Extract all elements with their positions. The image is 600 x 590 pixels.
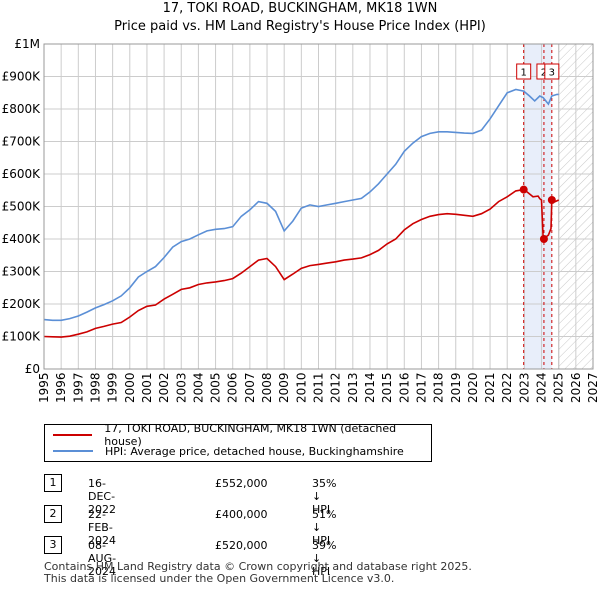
x-tick-label: 2007 <box>243 372 257 403</box>
transaction-label: 1 <box>521 68 527 79</box>
transaction-point <box>547 196 556 204</box>
transaction-price: £552,000 <box>215 477 268 490</box>
transaction-price: £520,000 <box>215 539 268 552</box>
transaction-date: 22-FEB-2024 <box>88 508 116 547</box>
y-tick-label: £1M <box>14 37 40 51</box>
x-tick-label: 2021 <box>483 372 497 403</box>
legend-swatch-blue <box>53 450 93 452</box>
y-tick-label: £0 <box>25 362 40 376</box>
x-tick-label: 2008 <box>260 372 274 403</box>
transaction-label: 2 <box>541 68 547 79</box>
x-tick-label: 2001 <box>140 372 154 403</box>
transaction-label: 3 <box>549 68 555 79</box>
series-line-hpi <box>43 88 559 322</box>
transaction-label-box <box>516 63 532 80</box>
legend-item-property: 17, TOKI ROAD, BUCKINGHAM, MK18 1WN (det… <box>53 422 431 448</box>
x-tick-label: 2022 <box>500 372 514 403</box>
footer-licence: This data is licensed under the Open Gov… <box>44 572 395 585</box>
y-tick-label: £100K <box>2 330 42 344</box>
x-tick-label: 1996 <box>54 372 68 403</box>
chart-subtitle: Price paid vs. HM Land Registry's House … <box>114 19 486 34</box>
x-tick-label: 2006 <box>226 372 240 403</box>
x-tick-label: 2000 <box>123 372 137 403</box>
plot-frame <box>43 43 594 370</box>
x-tick-label: 2002 <box>157 372 171 403</box>
x-tick-label: 2011 <box>312 372 326 403</box>
x-tick-label: 2017 <box>414 372 428 403</box>
x-tick-label: 2015 <box>380 372 394 403</box>
x-tick-label: 1999 <box>106 372 120 403</box>
y-tick-label: £600K <box>2 167 42 181</box>
legend-label-property: 17, TOKI ROAD, BUCKINGHAM, MK18 1WN (det… <box>104 422 397 448</box>
transaction-badge: 3 <box>44 536 62 554</box>
transaction-hpi: 39% ↓ HPI <box>312 539 337 578</box>
chart-title: 17, TOKI ROAD, BUCKINGHAM, MK18 1WN <box>162 1 438 16</box>
transaction-badge: 2 <box>44 505 62 523</box>
y-tick-label: £400K <box>2 232 42 246</box>
legend-swatch-red <box>53 434 93 436</box>
transaction-point <box>519 185 528 194</box>
x-tick-label: 2003 <box>174 372 188 403</box>
x-tick-label: 2012 <box>329 372 343 403</box>
legend-label-hpi: HPI: Average price, detached house, Buck… <box>105 444 404 458</box>
x-tick-label: 1998 <box>88 372 102 403</box>
x-tick-label: 2025 <box>552 372 566 403</box>
y-tick-label: £500K <box>2 200 42 214</box>
x-tick-label: 2010 <box>294 372 308 403</box>
x-tick-label: 2013 <box>346 372 360 403</box>
x-tick-label: 2024 <box>535 372 549 403</box>
y-tick-label: £200K <box>2 297 42 311</box>
footer-copyright: Contains HM Land Registry data © Crown c… <box>44 560 472 573</box>
x-tick-label: 1997 <box>71 372 85 403</box>
x-tick-label: 2020 <box>466 372 480 403</box>
transaction-price: £400,000 <box>215 508 268 521</box>
x-tick-label: 2027 <box>586 372 600 403</box>
y-tick-label: £900K <box>2 70 42 84</box>
transaction-point <box>539 235 548 243</box>
x-tick-label: 2009 <box>277 372 291 403</box>
y-tick-label: £300K <box>2 265 42 279</box>
x-tick-label: 2014 <box>363 372 377 403</box>
x-tick-label: 2004 <box>191 372 205 403</box>
price-chart: 1 2 3 £0 £100K £200K £300K £400K £500K £600K £700K… <box>2 37 600 403</box>
legend: 17, TOKI ROAD, BUCKINGHAM, MK18 1WN (det… <box>44 422 432 462</box>
transaction-date: 16-DEC-2022 <box>88 477 116 516</box>
x-tick-label: 2019 <box>449 372 463 403</box>
y-tick-label: £700K <box>2 135 42 149</box>
x-tick-label: 2005 <box>209 372 223 403</box>
x-tick-label: 2023 <box>517 372 531 403</box>
transaction-hpi: 35% ↓ HPI <box>312 477 337 516</box>
transaction-badge: 1 <box>44 474 62 492</box>
transaction-label-box <box>544 63 560 80</box>
x-tick-label: 1995 <box>37 372 51 403</box>
transaction-date: 08-AUG-2024 <box>88 539 117 578</box>
x-tick-label: 2026 <box>569 372 583 403</box>
x-tick-label: 2018 <box>432 372 446 403</box>
y-tick-label: £800K <box>2 102 42 116</box>
legend-item-hpi: HPI: Average price, detached house, Buck… <box>53 443 404 459</box>
transaction-hpi: 51% ↓ HPI <box>312 508 337 547</box>
x-tick-label: 2016 <box>397 372 411 403</box>
